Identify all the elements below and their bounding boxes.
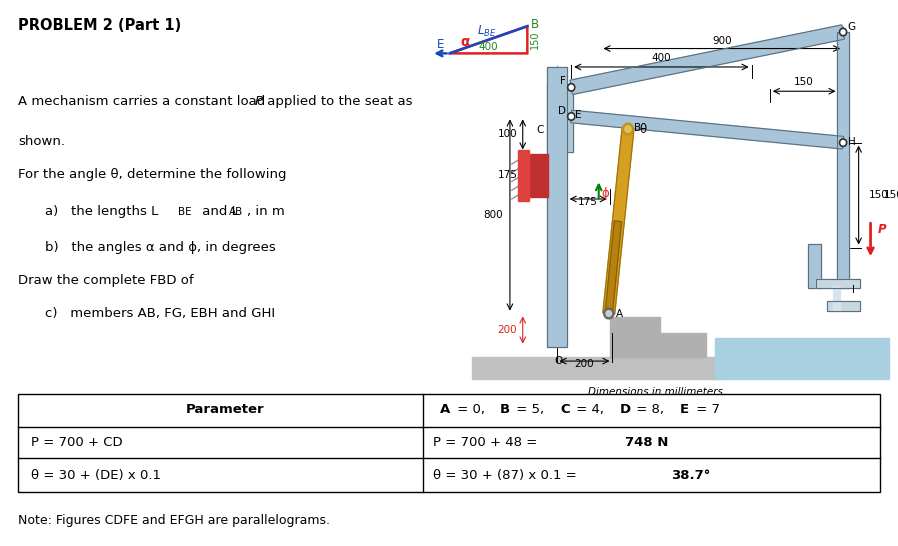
Text: Note: Figures CDFE and EFGH are parallelograms.: Note: Figures CDFE and EFGH are parallel…	[18, 514, 330, 527]
Text: 748 N: 748 N	[625, 436, 668, 449]
Text: B: B	[531, 18, 539, 31]
Text: c)   members AB, FG, EBH and GHI: c) members AB, FG, EBH and GHI	[45, 307, 275, 321]
Text: 175: 175	[497, 170, 517, 180]
Bar	[547, 67, 567, 347]
Circle shape	[841, 140, 845, 145]
Bar	[523, 155, 549, 197]
Text: P: P	[878, 223, 886, 236]
Polygon shape	[570, 25, 844, 94]
Circle shape	[840, 139, 847, 146]
Text: θ = 30 + (87) x 0.1 =: θ = 30 + (87) x 0.1 =	[433, 469, 581, 482]
Text: 900: 900	[712, 35, 732, 46]
Text: C: C	[536, 125, 544, 135]
Text: shown.: shown.	[18, 135, 65, 149]
Text: a)   the lengths L: a) the lengths L	[45, 205, 158, 218]
Text: 400: 400	[652, 53, 671, 63]
Text: PROBLEM 2 (Part 1): PROBLEM 2 (Part 1)	[18, 18, 181, 33]
Text: 175: 175	[578, 197, 598, 207]
Text: Dimensions in millimeters: Dimensions in millimeters	[588, 387, 723, 397]
Bar	[815, 278, 859, 288]
Text: A: A	[616, 310, 623, 319]
Circle shape	[569, 114, 573, 118]
Text: P: P	[255, 95, 262, 108]
Text: I: I	[852, 285, 855, 295]
Text: C: C	[559, 403, 569, 417]
Bar	[815, 278, 859, 288]
Circle shape	[606, 311, 612, 317]
Bar	[826, 301, 859, 311]
Text: 800: 800	[483, 210, 503, 220]
Text: A mechanism carries a constant load: A mechanism carries a constant load	[18, 95, 269, 108]
Polygon shape	[605, 221, 621, 314]
Text: = 0,: = 0,	[453, 403, 493, 417]
Circle shape	[625, 126, 631, 133]
Text: P = 700 + 48 =: P = 700 + 48 =	[433, 436, 541, 449]
Text: 150: 150	[795, 78, 814, 87]
Bar	[518, 151, 529, 201]
Bar	[548, 85, 573, 152]
Bar	[548, 85, 573, 152]
Bar	[808, 244, 821, 288]
Text: 400: 400	[479, 41, 498, 51]
Text: B: B	[634, 123, 641, 133]
Circle shape	[603, 308, 614, 319]
Text: Draw the complete FBD of: Draw the complete FBD of	[18, 274, 194, 287]
Bar	[472, 357, 719, 378]
Text: E: E	[436, 38, 445, 51]
Text: α: α	[461, 34, 470, 49]
Polygon shape	[603, 128, 634, 314]
Text: and L: and L	[198, 205, 239, 218]
Text: O: O	[554, 356, 562, 366]
Circle shape	[569, 85, 573, 90]
Bar	[808, 244, 821, 288]
Text: A: A	[440, 403, 451, 417]
Bar	[826, 301, 859, 311]
Text: applied to the seat as: applied to the seat as	[262, 95, 412, 108]
Text: F: F	[560, 76, 566, 86]
Text: θ = 30 + (DE) x 0.1: θ = 30 + (DE) x 0.1	[31, 469, 161, 482]
Text: D: D	[620, 403, 631, 417]
Text: = 8,: = 8,	[632, 403, 673, 417]
Text: Parameter: Parameter	[185, 403, 264, 417]
Text: 150: 150	[869, 190, 889, 200]
Text: b)   the angles α and ϕ, in degrees: b) the angles α and ϕ, in degrees	[45, 241, 276, 254]
Text: E: E	[680, 403, 689, 417]
Text: = 7: = 7	[691, 403, 720, 417]
Text: 38.7°: 38.7°	[671, 469, 710, 482]
Text: 150: 150	[884, 190, 898, 200]
Bar	[833, 286, 841, 311]
Bar	[715, 338, 889, 378]
Text: $L_{BE}$: $L_{BE}$	[478, 24, 497, 39]
Text: , in m: , in m	[247, 205, 285, 218]
Circle shape	[568, 112, 575, 120]
Bar	[547, 67, 567, 347]
Text: P = 700 + CD: P = 700 + CD	[31, 436, 123, 449]
Circle shape	[622, 123, 633, 135]
Bar	[837, 32, 850, 288]
Text: 100: 100	[497, 129, 517, 139]
Text: H: H	[848, 136, 856, 147]
Text: D: D	[559, 105, 567, 116]
Text: For the angle θ, determine the following: For the angle θ, determine the following	[18, 168, 286, 181]
Text: = 5,: = 5,	[513, 403, 553, 417]
Text: 200: 200	[497, 325, 517, 335]
Text: 150: 150	[530, 31, 540, 49]
Text: BE: BE	[178, 207, 192, 217]
Polygon shape	[610, 317, 706, 357]
Text: AB: AB	[229, 207, 243, 217]
Text: E: E	[575, 110, 581, 121]
Text: B: B	[500, 403, 510, 417]
Text: G: G	[848, 22, 856, 32]
Text: = 4,: = 4,	[572, 403, 612, 417]
Text: θ: θ	[639, 123, 646, 136]
Circle shape	[568, 84, 575, 91]
Bar	[18, 394, 880, 491]
Text: 200: 200	[575, 359, 594, 369]
Bar	[837, 32, 850, 288]
Circle shape	[841, 30, 845, 34]
Text: ϕ: ϕ	[602, 187, 609, 200]
Polygon shape	[571, 110, 843, 149]
Circle shape	[840, 28, 847, 36]
